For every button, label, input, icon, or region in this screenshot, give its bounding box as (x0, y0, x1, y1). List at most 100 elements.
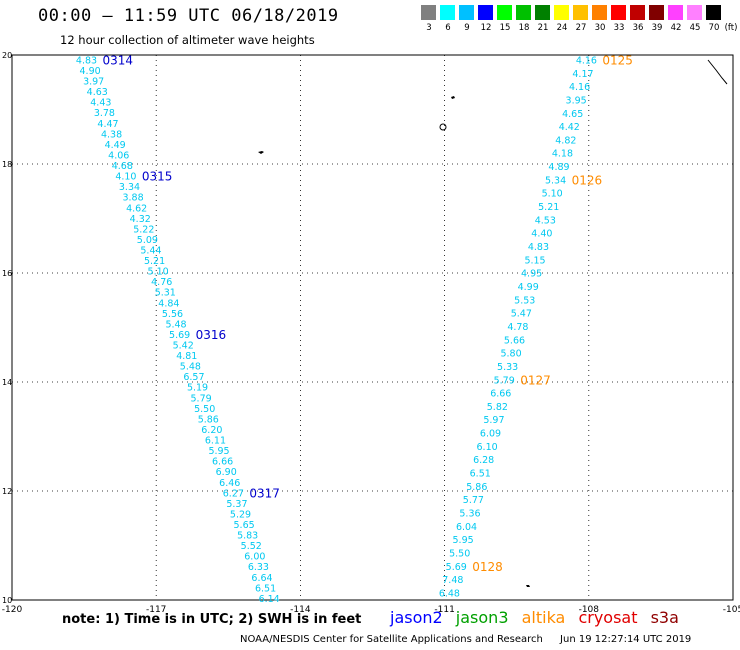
swh-value: 4.42 (559, 122, 580, 133)
scale-label: 30 (594, 23, 606, 33)
swh-value: 4.89 (548, 162, 569, 173)
swh-value: 5.42 (173, 341, 194, 352)
swh-value: 5.56 (162, 309, 183, 320)
swh-value: 5.79 (494, 375, 515, 386)
island-mark (451, 96, 455, 99)
scale-swatch (497, 5, 512, 20)
swh-value: 5.97 (483, 415, 504, 426)
lat-tick-label: 12 (2, 487, 12, 496)
swh-value: 5.21 (144, 256, 165, 267)
swh-value: 4.16 (569, 82, 590, 93)
swh-value: 4.10 (115, 172, 136, 183)
lon-tick-label: -108 (579, 605, 600, 615)
swh-value: 6.90 (216, 467, 237, 478)
scale-label: 27 (575, 23, 587, 33)
map-subtitle: 12 hour collection of altimeter wave hei… (60, 33, 315, 47)
scale-label: 3 (426, 23, 432, 33)
swh-value: 3.88 (122, 193, 143, 204)
swh-value: 4.84 (158, 298, 179, 309)
pass-time-label: 0314 (103, 53, 134, 67)
scale-swatch (611, 5, 626, 20)
swh-value: 4.16 (576, 55, 597, 66)
scale-swatch (554, 5, 569, 20)
swh-value: 6.27 (223, 488, 244, 499)
swh-value: 4.53 (535, 215, 556, 226)
island-mark (258, 151, 264, 154)
legend-s3a: s3a (650, 608, 679, 627)
swh-value: 5.53 (514, 295, 535, 306)
swh-value: 4.76 (151, 277, 172, 288)
swh-value: 5.36 (459, 509, 480, 520)
scale-swatch (573, 5, 588, 20)
swh-value: 4.78 (507, 322, 528, 333)
swh-value: 5.33 (497, 362, 518, 373)
pass-time-label: 0127 (520, 373, 551, 387)
lon-tick-label: -105 (723, 605, 740, 615)
swh-value: 6.51 (255, 583, 276, 594)
swh-value: 6.51 (470, 469, 491, 480)
scale-swatch (440, 5, 455, 20)
scale-label: 33 (613, 23, 625, 33)
coastline (707, 59, 728, 85)
swh-value: 4.38 (101, 129, 122, 140)
scale-swatch (421, 5, 436, 20)
swh-value: 5.15 (524, 255, 545, 266)
island-mark (526, 585, 530, 587)
swh-value: 5.29 (230, 509, 251, 520)
pass-time-label: 0126 (572, 173, 603, 187)
swh-value: 4.82 (555, 135, 576, 146)
swh-value: 4.32 (130, 214, 151, 225)
swh-value: 4.49 (105, 140, 126, 151)
scale-label: 18 (518, 23, 530, 33)
swh-value: 5.48 (180, 362, 201, 373)
lat-tick-label: 18 (2, 160, 12, 169)
credit-line: NOAA/NESDIS Center for Satellite Applica… (240, 634, 691, 645)
swh-value: 6.46 (219, 478, 240, 489)
swh-value: 6.28 (473, 455, 494, 466)
swh-value: 5.50 (449, 548, 470, 559)
swh-value: 5.82 (487, 402, 508, 413)
lon-tick-label: -111 (434, 605, 454, 615)
swh-value: 4.81 (176, 351, 197, 362)
scale-label: 70 (708, 23, 720, 33)
swh-value: 4.06 (108, 150, 129, 161)
swh-value: 5.21 (538, 202, 559, 213)
scale-swatch (592, 5, 607, 20)
scale-label: 21 (537, 23, 549, 33)
legend-altika: altika (521, 608, 566, 627)
swh-value: 4.17 (572, 69, 593, 80)
scale-label: 36 (632, 23, 644, 33)
credit-text: NOAA/NESDIS Center for Satellite Applica… (240, 634, 543, 645)
swh-value: 6.66 (490, 389, 511, 400)
swh-value: 5.79 (191, 393, 212, 404)
swh-value: 3.34 (119, 182, 140, 193)
swh-value: 4.90 (80, 66, 101, 77)
satellite-legend: jason2 jason3 altika cryosat s3a (390, 608, 687, 627)
pass-time-label: 0316 (196, 328, 227, 342)
scale-swatch (668, 5, 683, 20)
island-mark (439, 123, 447, 131)
swh-value: 6.04 (456, 522, 477, 533)
swh-value: 4.63 (87, 87, 108, 98)
swh-value: 5.34 (545, 175, 566, 186)
swh-value: 5.44 (140, 245, 161, 256)
lat-tick-label: 20 (2, 51, 12, 60)
swh-value: 5.52 (241, 541, 262, 552)
swh-value: 5.80 (500, 349, 521, 360)
pass-time-label: 0128 (472, 560, 503, 574)
swh-value: 6.66 (212, 457, 233, 468)
lat-tick-label: 16 (2, 269, 12, 278)
swh-value: 6.00 (244, 552, 265, 563)
swh-value: 6.64 (251, 573, 272, 584)
swh-value: 6.33 (248, 562, 269, 573)
scale-label: 12 (480, 23, 492, 33)
pass-time-label: 0315 (142, 170, 173, 184)
swh-value: 4.95 (521, 269, 542, 280)
swh-value: 5.86 (466, 482, 487, 493)
swh-value: 4.99 (518, 282, 539, 293)
swh-value: 5.86 (198, 414, 219, 425)
swh-value: 5.50 (194, 404, 215, 415)
scale-label: 9 (464, 23, 470, 33)
swh-value: 5.77 (463, 495, 484, 506)
scale-label: 42 (670, 23, 682, 33)
